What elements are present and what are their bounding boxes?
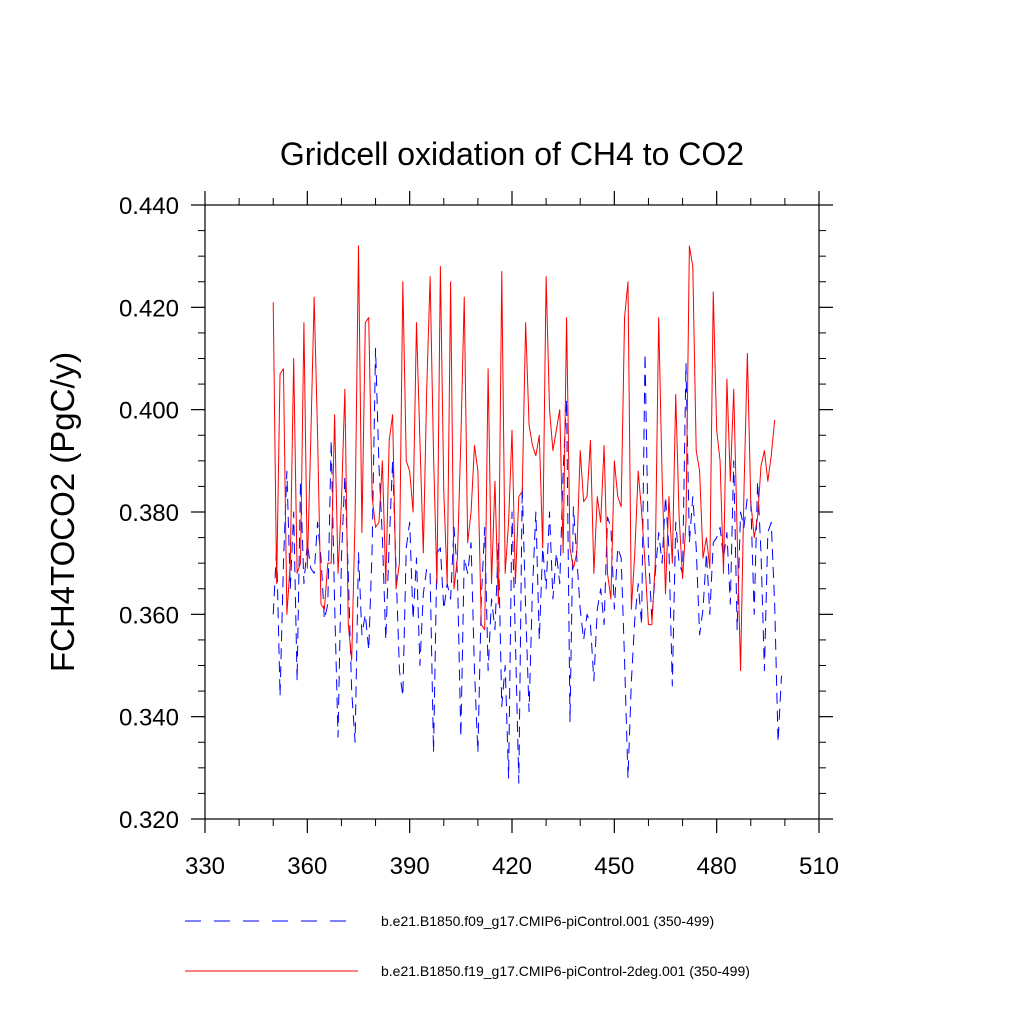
legend-label-1: b.e21.B1850.f19_g17.CMIP6-piControl-2deg… [381,963,750,979]
y-tick-label: 0.380 [119,500,179,527]
x-tick-label: 360 [287,853,327,880]
x-tick-label: 330 [185,853,225,880]
y-tick-label: 0.420 [119,295,179,322]
plot-area: 330 360 390 420 450 480 510 0.320 0.340 0.360 0.38… [119,191,839,880]
axis-ticks: 330 360 390 420 450 480 510 0.320 0.340 0.360 0.38… [119,191,839,880]
y-tick-label: 0.320 [119,807,179,834]
series-lines [272,245,782,784]
series-line-0 [272,347,782,784]
y-tick-label: 0.440 [119,193,179,220]
x-tick-label: 390 [390,853,430,880]
chart-title: Gridcell oxidation of CH4 to CO2 [280,136,744,172]
y-tick-label: 0.400 [119,398,179,425]
series-line-1 [272,245,776,672]
y-tick-label: 0.360 [119,602,179,629]
x-tick-label: 450 [594,853,634,880]
x-tick-label: 420 [492,853,532,880]
x-tick-label: 480 [697,853,737,880]
legend-label-0: b.e21.B1850.f09_g17.CMIP6-piControl.001 … [381,913,714,929]
y-tick-label: 0.340 [119,705,179,732]
y-axis-label: FCH4TOCO2 (PgC/y) [44,352,81,672]
legend: b.e21.B1850.f09_g17.CMIP6-piControl.001 … [185,913,750,979]
x-tick-label: 510 [799,853,839,880]
